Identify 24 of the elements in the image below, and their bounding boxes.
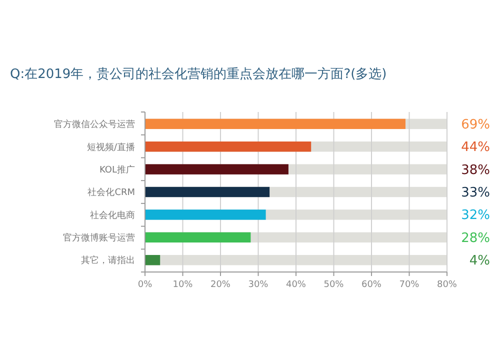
y-tick-label: 官方微博账号运营 (63, 232, 135, 244)
data-label: 4% (469, 254, 490, 269)
data-label: 69% (461, 117, 490, 132)
x-tick-label: 30% (248, 280, 269, 290)
y-tick-label: 社会化电商 (90, 210, 135, 221)
x-tick-label: 70% (399, 280, 420, 290)
chart-title: Q:在2019年，贵公司的社会化营销的重点会放在哪一方面?(多选) (10, 66, 387, 82)
x-tick-label: 20% (210, 280, 231, 290)
data-label: 44% (461, 140, 490, 156)
data-label: 38% (461, 162, 490, 178)
y-tick-label: 其它，请指出 (81, 255, 135, 266)
y-tick-label: 社会化CRM (88, 187, 135, 198)
x-tick-label: 0% (138, 280, 153, 290)
x-tick-label: 40% (286, 280, 306, 290)
data-label: 32% (461, 208, 490, 224)
x-tick-label: 50% (324, 280, 344, 290)
y-tick-label: 短视频/直播 (86, 142, 135, 153)
y-tick-label: KOL推广 (99, 164, 135, 176)
data-label: 28% (461, 230, 490, 246)
y-tick-label: 官方微信公众号运营 (54, 119, 135, 130)
x-tick-label: 60% (361, 280, 382, 290)
x-tick-label: 10% (172, 280, 194, 290)
data-label: 33% (461, 186, 490, 201)
x-tick-label: 80% (436, 280, 458, 290)
